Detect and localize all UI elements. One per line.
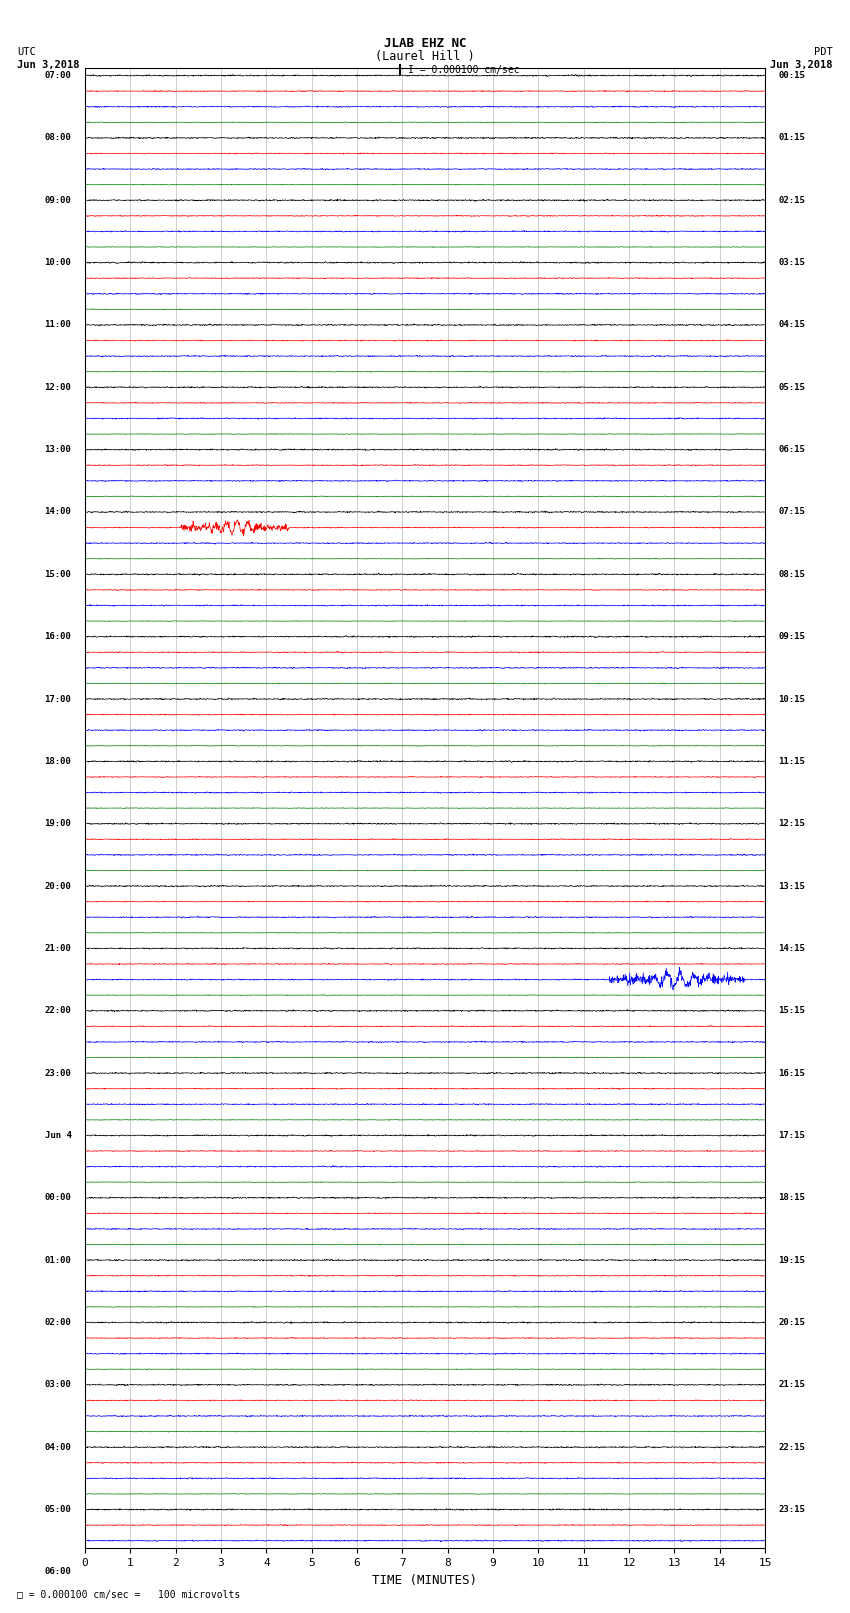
Text: 00:00: 00:00	[44, 1194, 71, 1202]
Text: 02:15: 02:15	[779, 195, 806, 205]
Text: 16:15: 16:15	[779, 1068, 806, 1077]
Text: 13:00: 13:00	[44, 445, 71, 455]
Text: Jun 3,2018: Jun 3,2018	[17, 60, 80, 69]
Text: 22:00: 22:00	[44, 1007, 71, 1015]
Text: 04:15: 04:15	[779, 321, 806, 329]
Text: 19:00: 19:00	[44, 819, 71, 827]
Text: 23:00: 23:00	[44, 1068, 71, 1077]
Text: 01:00: 01:00	[44, 1255, 71, 1265]
Text: 10:15: 10:15	[779, 695, 806, 703]
Text: 07:00: 07:00	[44, 71, 71, 81]
Text: 21:15: 21:15	[779, 1381, 806, 1389]
Text: 12:15: 12:15	[779, 819, 806, 827]
Text: 06:00: 06:00	[44, 1568, 71, 1576]
Text: 14:00: 14:00	[44, 508, 71, 516]
Text: 11:15: 11:15	[779, 756, 806, 766]
Text: 07:15: 07:15	[779, 508, 806, 516]
Text: 08:15: 08:15	[779, 569, 806, 579]
Text: 13:15: 13:15	[779, 882, 806, 890]
Text: 21:00: 21:00	[44, 944, 71, 953]
Text: UTC: UTC	[17, 47, 36, 56]
X-axis label: TIME (MINUTES): TIME (MINUTES)	[372, 1574, 478, 1587]
Text: (Laurel Hill ): (Laurel Hill )	[375, 50, 475, 63]
Text: 15:15: 15:15	[779, 1007, 806, 1015]
Text: 19:15: 19:15	[779, 1255, 806, 1265]
Text: 03:00: 03:00	[44, 1381, 71, 1389]
Text: □ = 0.000100 cm/sec =   100 microvolts: □ = 0.000100 cm/sec = 100 microvolts	[17, 1590, 241, 1600]
Text: 16:00: 16:00	[44, 632, 71, 640]
Text: 17:00: 17:00	[44, 695, 71, 703]
Text: 20:00: 20:00	[44, 882, 71, 890]
Text: 04:00: 04:00	[44, 1442, 71, 1452]
Text: Jun 4: Jun 4	[44, 1131, 71, 1140]
Text: 00:15: 00:15	[779, 71, 806, 81]
Text: Jun 3,2018: Jun 3,2018	[770, 60, 833, 69]
Text: 18:00: 18:00	[44, 756, 71, 766]
Text: 18:15: 18:15	[779, 1194, 806, 1202]
Text: I = 0.000100 cm/sec: I = 0.000100 cm/sec	[408, 65, 519, 74]
Text: JLAB EHZ NC: JLAB EHZ NC	[383, 37, 467, 50]
Text: 12:00: 12:00	[44, 382, 71, 392]
Text: 20:15: 20:15	[779, 1318, 806, 1327]
Text: 23:15: 23:15	[779, 1505, 806, 1515]
Text: 01:15: 01:15	[779, 134, 806, 142]
Text: 10:00: 10:00	[44, 258, 71, 268]
Text: 05:00: 05:00	[44, 1505, 71, 1515]
Text: PDT: PDT	[814, 47, 833, 56]
Text: 03:15: 03:15	[779, 258, 806, 268]
Text: 11:00: 11:00	[44, 321, 71, 329]
Text: 09:15: 09:15	[779, 632, 806, 640]
Text: 14:15: 14:15	[779, 944, 806, 953]
Text: 22:15: 22:15	[779, 1442, 806, 1452]
Text: 08:00: 08:00	[44, 134, 71, 142]
Text: 06:15: 06:15	[779, 445, 806, 455]
Text: 15:00: 15:00	[44, 569, 71, 579]
Text: 17:15: 17:15	[779, 1131, 806, 1140]
Text: 09:00: 09:00	[44, 195, 71, 205]
Text: 02:00: 02:00	[44, 1318, 71, 1327]
Text: 05:15: 05:15	[779, 382, 806, 392]
